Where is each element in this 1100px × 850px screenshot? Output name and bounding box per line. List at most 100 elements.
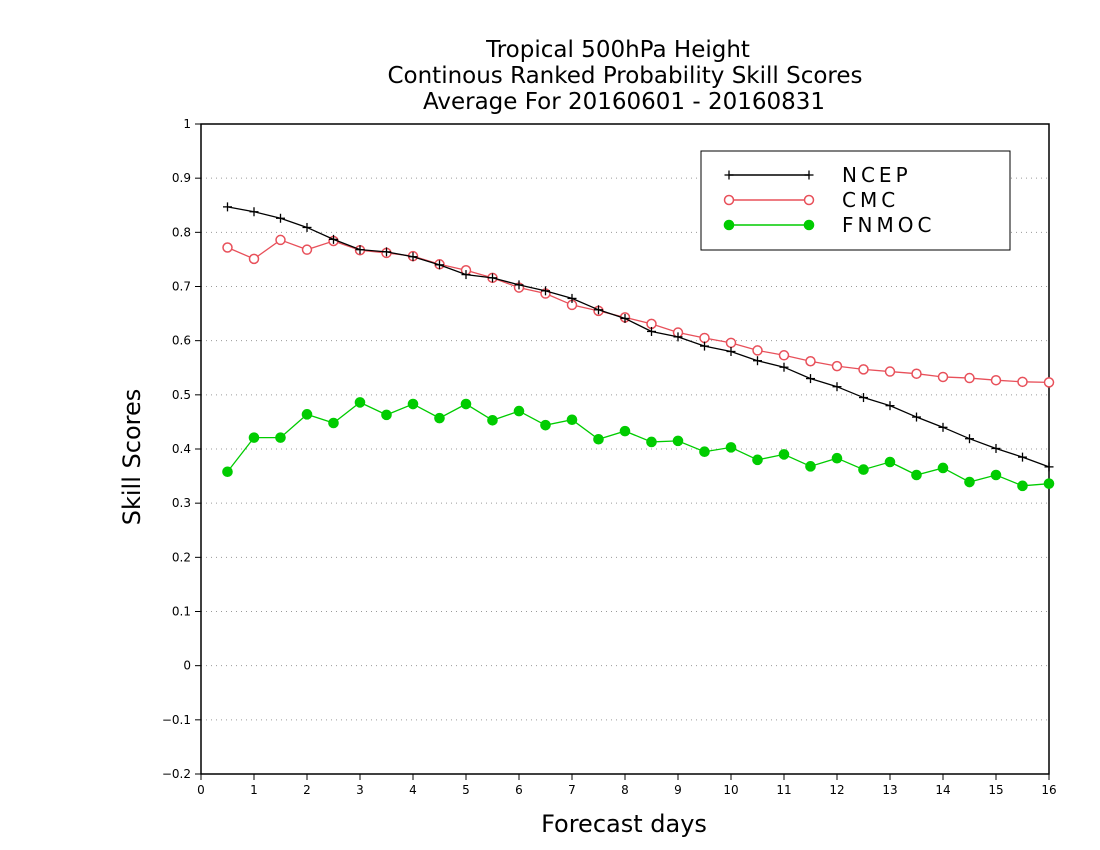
x-tick-label: 1 [250,783,258,797]
data-point-ncep [673,332,683,342]
data-point-ncep [912,412,921,422]
x-tick-label: 13 [882,783,897,797]
data-point-ncep [302,222,312,232]
data-point-cmc [964,372,975,384]
data-point-fnmoc [725,442,737,453]
data-point-fnmoc [487,414,498,426]
data-point-ncep [567,293,577,303]
legend-marker-ncep [804,170,814,180]
series-fnmoc [222,397,1055,492]
chart-title-line-3: Average For 20160601 - 20160831 [423,89,825,115]
data-point-ncep [223,202,232,212]
x-tick-label: 9 [674,783,682,797]
legend-label-fnmoc: FNMOC [842,213,935,237]
data-point-fnmoc [328,417,339,429]
x-tick-label: 12 [829,783,844,797]
data-point-fnmoc [1017,480,1028,492]
chart-title-line-1: Tropical 500hPa Height [485,37,750,63]
data-point-fnmoc [699,446,710,458]
data-point-cmc [884,366,896,377]
data-point-ncep [329,234,338,244]
data-point-fnmoc [540,419,551,431]
x-tick-label: 0 [197,783,205,797]
data-point-fnmoc [354,397,366,408]
data-point-ncep [806,374,815,384]
y-tick-label: −0.2 [162,767,191,781]
x-tick-label: 11 [776,783,791,797]
legend-label-cmc: CMC [842,188,899,212]
chart-title-line-2: Continous Ranked Probability Skill Score… [387,63,862,89]
data-point-ncep [276,213,285,223]
data-point-ncep [700,341,709,351]
series-line-cmc [227,239,1050,384]
data-point-ncep [991,443,1001,453]
y-tick-label: 1 [183,117,191,131]
y-tick-label: 0.5 [172,388,191,402]
data-point-cmc [222,242,233,253]
legend-entry-fnmoc: FNMOC [723,213,935,237]
y-tick-label: 0.8 [172,225,191,239]
data-point-ncep [382,247,391,257]
data-point-ncep [965,434,974,444]
x-tick-label: 3 [356,783,364,797]
data-point-fnmoc [990,469,1002,481]
data-point-fnmoc [460,398,472,410]
data-point-ncep [620,313,630,323]
data-point-ncep [488,273,497,283]
series-layer [222,202,1055,492]
y-tick-label: 0.9 [172,171,191,185]
data-point-cmc [937,371,949,383]
data-point-ncep [726,347,736,356]
data-point-cmc [275,234,286,246]
data-point-cmc [858,364,869,375]
legend-entry-cmc: CMC [723,188,899,212]
x-tick-label: 14 [935,783,950,797]
data-point-fnmoc [434,412,445,424]
data-point-ncep [594,305,603,315]
y-tick-label: 0.4 [172,442,191,456]
data-point-ncep [859,393,868,403]
data-point-cmc [1017,376,1028,388]
data-point-fnmoc [937,462,949,474]
data-point-fnmoc [805,461,816,472]
plot-frame [200,123,1050,775]
data-point-ncep [753,356,762,366]
data-point-cmc [990,374,1002,386]
data-point-ncep [461,270,471,280]
data-point-fnmoc [513,405,525,417]
data-point-fnmoc [911,469,922,481]
data-point-fnmoc [381,409,392,421]
data-point-fnmoc [964,476,975,488]
data-point-cmc [831,360,843,372]
x-tick-label: 7 [568,783,576,797]
data-point-fnmoc [752,454,763,466]
data-point-fnmoc [566,414,578,426]
data-point-ncep [832,382,842,392]
x-tick-label: 6 [515,783,523,797]
legend-marker-fnmoc [723,219,735,231]
y-tick-label: −0.1 [162,713,191,727]
data-point-cmc [699,332,710,344]
x-tick-label: 10 [723,783,738,797]
data-point-ncep [1018,452,1027,462]
legend-marker-cmc [723,194,735,206]
data-point-ncep [1044,462,1054,472]
x-tick-label: 15 [988,783,1003,797]
data-point-fnmoc [407,398,419,410]
x-tick-label: 16 [1041,783,1056,797]
data-point-cmc [725,337,737,349]
legend-marker-cmc [803,194,815,206]
data-point-ncep [885,401,895,411]
data-point-ncep [435,260,444,270]
series-ncep [223,202,1054,472]
x-tick-label: 2 [303,783,311,797]
y-tick-label: 0 [183,659,191,673]
data-point-fnmoc [858,464,869,475]
gridlines [201,177,1049,721]
y-tick-label: 0.6 [172,334,191,348]
legend-label-ncep: NCEP [842,163,912,187]
legend-marker-ncep [724,170,734,180]
legend-entry-ncep: NCEP [724,163,912,187]
data-point-fnmoc [778,449,790,460]
